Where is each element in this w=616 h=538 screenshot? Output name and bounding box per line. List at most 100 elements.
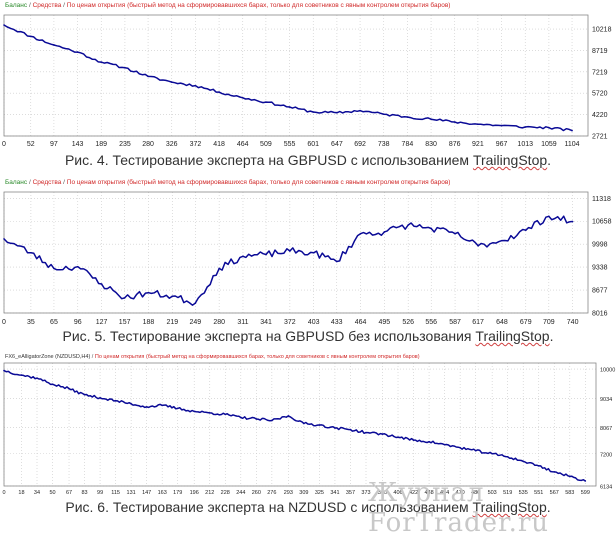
- chart-1-header-balance: Баланс: [5, 2, 28, 9]
- chart-1-xtick-label: 1013: [517, 141, 533, 148]
- chart-2-point: [359, 232, 362, 235]
- chart-3-xtick-label: 0: [2, 490, 5, 496]
- chart-2-point: [571, 220, 574, 223]
- chart-3-point: [99, 396, 101, 399]
- chart-2-xtick-label: 280: [213, 319, 225, 326]
- chart-3-point: [443, 443, 446, 446]
- chart-3-point: [334, 427, 336, 429]
- chart-3-xtick-label: 293: [284, 490, 293, 496]
- chart-2-point: [30, 251, 32, 254]
- chart-3-xtick-label: 438: [424, 490, 433, 496]
- chart-1-series-line: [3, 24, 573, 132]
- chart-1-ytick-label: 2721: [592, 134, 608, 141]
- chart-1-point: [406, 116, 409, 118]
- chart-2-xtick-label: 403: [308, 319, 320, 326]
- chart-2-xtick-label: 372: [284, 319, 296, 326]
- chart-1-point: [359, 109, 361, 112]
- chart-2-xtick-label: 709: [543, 319, 555, 326]
- chart-2-xtick-label: 526: [402, 319, 414, 326]
- chart-3-xtick-label: 325: [315, 490, 324, 496]
- chart-1-xtick-label: 0: [2, 141, 6, 148]
- chart-2-svg: Баланс / Средства / По ценам открытия (б…: [2, 178, 612, 326]
- caption-1-main: Рис. 4. Тестирование эксперта на GBPUSD …: [64, 152, 473, 168]
- chart-3-xtick-label: 131: [127, 490, 136, 496]
- chart-3-xtick-label: 535: [519, 490, 528, 496]
- caption-1: Рис. 4. Тестирование эксперта на GBPUSD …: [0, 152, 616, 168]
- chart-2-xtick-label: 311: [237, 319, 248, 326]
- chart-1-ytick-label: 4220: [592, 112, 608, 119]
- caption-2-suffix: TrailingStop: [475, 328, 550, 344]
- chart-1-xtick-label: 555: [284, 141, 296, 148]
- chart-3-xtick-label: 341: [330, 490, 339, 496]
- chart-2-point: [548, 215, 550, 218]
- chart-3-xtick-label: 83: [81, 490, 87, 496]
- chart-2-ytick-label: 11318: [592, 196, 611, 203]
- chart-1-xtick-label: 921: [472, 141, 484, 148]
- chart-3-xtick-label: 244: [236, 490, 245, 496]
- chart-3-header-title: FX6_eAlligatorZone (NZDUSD,H4): [5, 354, 90, 360]
- chart-1-xtick-label: 876: [449, 141, 461, 148]
- chart-1-xtick-label: 143: [72, 141, 84, 148]
- chart-3-point: [568, 475, 571, 478]
- chart-2-point: [383, 231, 386, 233]
- chart-3-xtick-label: 519: [503, 490, 512, 496]
- chart-3-xtick-label: 276: [267, 490, 276, 496]
- chart-2-ytick-label: 9338: [592, 265, 608, 272]
- chart-1-xtick-label: 418: [213, 141, 225, 148]
- chart-1-xtick-label: 326: [166, 141, 178, 148]
- chart-3-point: [365, 431, 367, 434]
- chart-1-xtick-label: 1059: [541, 141, 557, 148]
- chart-2-xtick-label: 464: [355, 319, 367, 326]
- caption-2-main: Рис. 5. Тестирование эксперта на GBPUSD …: [62, 328, 476, 344]
- chart-3-xtick-label: 34: [34, 490, 40, 496]
- chart-2-xtick-label: 65: [50, 319, 58, 326]
- chart-1-xtick-label: 784: [402, 141, 414, 148]
- chart-1-ytick-label: 10218: [592, 27, 612, 34]
- chart-1-point: [100, 61, 103, 63]
- chart-1-point: [53, 44, 55, 46]
- chart-2-point: [335, 260, 338, 263]
- chart-3-header-mode: По ценам открытия (быстрый метод на сфор…: [95, 353, 420, 360]
- chart-3-point: [36, 377, 38, 379]
- chart-3-xtick-label: 228: [221, 490, 230, 496]
- chart-3-point: [176, 407, 179, 410]
- chart-3-point: [537, 465, 540, 467]
- chart-1-point: [288, 106, 291, 108]
- chart-3-point: [287, 415, 290, 417]
- chart-3-point: [474, 449, 477, 452]
- chart-1-xtick-label: 189: [95, 141, 107, 148]
- chart-2-point: [194, 302, 197, 304]
- chart-2-point: [477, 245, 479, 247]
- chart-3-point: [145, 406, 148, 408]
- chart-3-ytick-label: 9034: [600, 397, 612, 403]
- chart-2-point: [100, 283, 103, 285]
- chart-3-frame: [3, 362, 597, 487]
- chart-1-svg: Баланс / Средства / По ценам открытия (б…: [2, 1, 612, 148]
- chart-3-point: [3, 369, 5, 372]
- chart-3-point: [506, 455, 509, 458]
- chart-3-xtick-label: 422: [409, 490, 418, 496]
- chart-2-ytick-label: 9998: [592, 242, 608, 249]
- chart-1-xtick-label: 509: [260, 141, 272, 148]
- chart-1-xtick-label: 601: [307, 141, 319, 148]
- chart-3: FX6_eAlligatorZone (NZDUSD,H4) / По цена…: [0, 352, 616, 498]
- chart-2-xtick-label: 556: [425, 319, 437, 326]
- chart-1-header-equity: Средства: [33, 2, 62, 9]
- watermark-text: Журнал ForTrader.ru: [368, 478, 550, 538]
- chart-1-point: [218, 91, 220, 93]
- chart-1-point: [76, 51, 79, 53]
- chart-3-xtick-label: 50: [49, 490, 55, 496]
- chart-2-ytick-label: 10658: [592, 219, 612, 226]
- chart-3-xtick-label: 260: [252, 490, 261, 496]
- chart-1-point: [500, 124, 503, 127]
- chart-1-grid: [3, 15, 588, 137]
- chart-2-point: [454, 232, 456, 235]
- chart-2-point: [501, 239, 503, 242]
- chart-1-point: [548, 126, 550, 129]
- chart-1-point: [241, 96, 244, 99]
- chart-3-point: [68, 387, 70, 390]
- chart-2-header-equity: Средства: [33, 179, 62, 186]
- chart-2-point: [123, 297, 126, 299]
- chart-2-xtick-label: 433: [331, 319, 343, 326]
- chart-3-point: [553, 471, 556, 473]
